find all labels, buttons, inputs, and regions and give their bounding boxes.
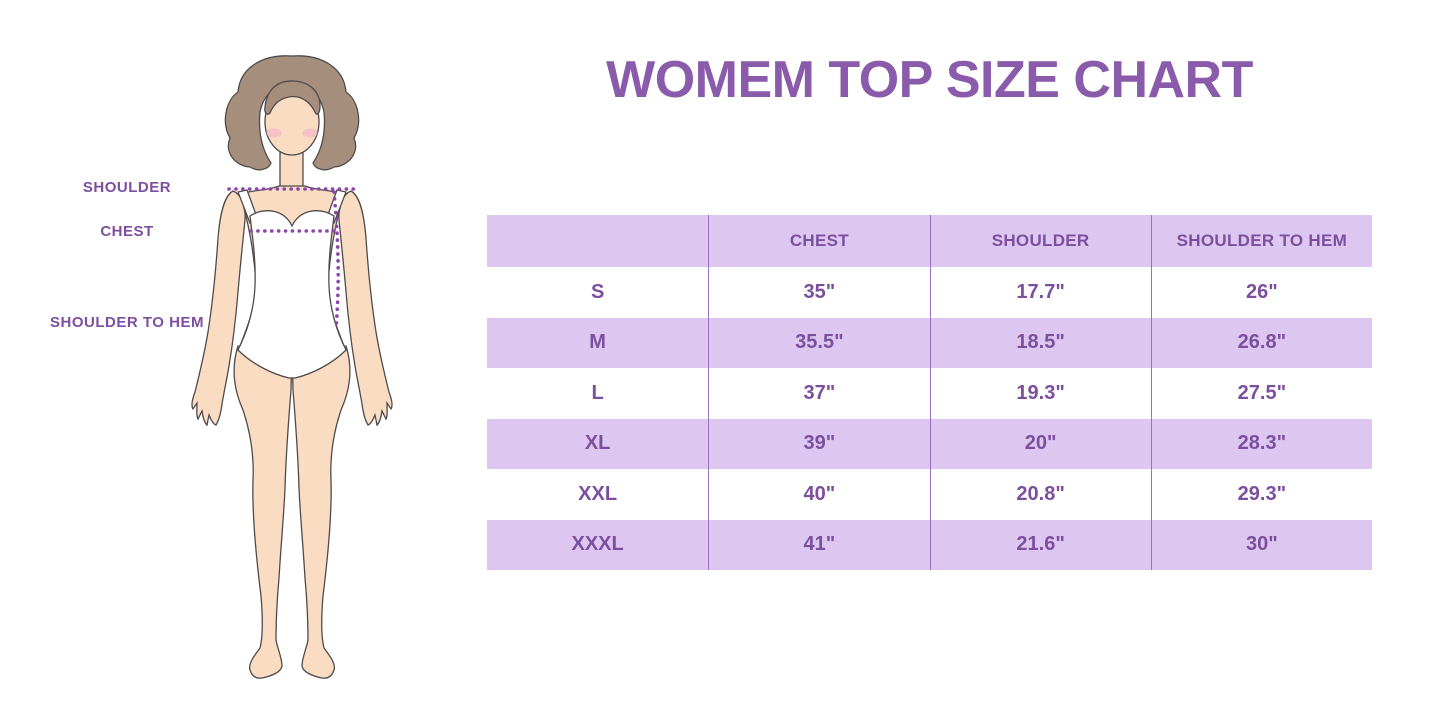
size-cell: XL: [584, 432, 611, 455]
shoulder-to-hem-cell: 29.3": [1150, 469, 1372, 520]
shoulder-to-hem-dotted-line: [332, 190, 340, 330]
chest-measurement-label: CHEST: [100, 223, 154, 240]
shoulder-cell: 18.5": [929, 317, 1151, 368]
size-cell: M: [589, 331, 606, 354]
table-row-xxxl: XXXL 41" 21.6" 30": [487, 519, 1372, 570]
header-cell-size: [487, 215, 708, 267]
shoulder-to-hem-cell: 26": [1150, 267, 1372, 318]
right-arm: [338, 190, 393, 427]
leotard: [237, 210, 347, 379]
shoulder-cell: 17.7": [929, 267, 1151, 318]
blush-left: [266, 128, 282, 138]
shoulder-to-hem-cell: 30": [1150, 519, 1372, 570]
chest-cell: 41": [708, 519, 929, 570]
hair-fringe: [264, 80, 321, 115]
table-row-l: L 37" 19.3" 27.5": [487, 368, 1372, 419]
table-row-m: M 35.5" 18.5" 26.8": [487, 317, 1372, 368]
shoulder-to-hem-cell: 26.8": [1150, 317, 1372, 368]
left-leg: [233, 345, 293, 679]
header-cell-chest: CHEST: [708, 215, 929, 267]
table-header-row: CHEST SHOULDER SHOULDER TO HEM: [487, 215, 1372, 267]
chest-cell: 40": [708, 469, 929, 520]
table-row-xl: XL 39" 20" 28.3": [487, 418, 1372, 469]
header-cell-shoulder: SHOULDER: [929, 215, 1151, 267]
left-arm: [191, 190, 246, 427]
size-cell: XXL: [578, 482, 618, 505]
header-cell-shoulder-to-hem: SHOULDER TO HEM: [1150, 215, 1372, 267]
chest-cell: 35.5": [708, 317, 929, 368]
shoulder-to-hem-measurement-label: SHOULDER TO HEM: [50, 314, 204, 331]
shoulder-measurement-label: SHOULDER: [82, 179, 172, 196]
chest-cell: 39": [708, 418, 929, 469]
blush-right: [302, 128, 318, 138]
size-cell: S: [590, 280, 605, 303]
shoulder-cell: 21.6": [929, 519, 1151, 570]
chest-cell: 35": [708, 267, 929, 318]
table-row-xxl: XXL 40" 20.8" 29.3": [487, 469, 1372, 520]
shoulder-cell: 19.3": [929, 368, 1151, 419]
size-cell: XXXL: [571, 533, 624, 556]
table-row-s: S 35" 17.7" 26": [487, 267, 1372, 318]
size-cell: L: [591, 381, 604, 404]
woman-figure-illustration: [191, 55, 393, 679]
shoulder-cell: 20": [929, 418, 1151, 469]
chest-cell: 37": [708, 368, 929, 419]
shoulder-to-hem-cell: 28.3": [1150, 418, 1372, 469]
page-title: WOMEM TOP SIZE CHART: [606, 51, 1253, 109]
size-table: CHEST SHOULDER SHOULDER TO HEM S 35" 17.…: [487, 215, 1372, 570]
right-leg: [291, 345, 351, 679]
shoulder-to-hem-cell: 27.5": [1150, 368, 1372, 419]
shoulder-cell: 20.8": [929, 469, 1151, 520]
